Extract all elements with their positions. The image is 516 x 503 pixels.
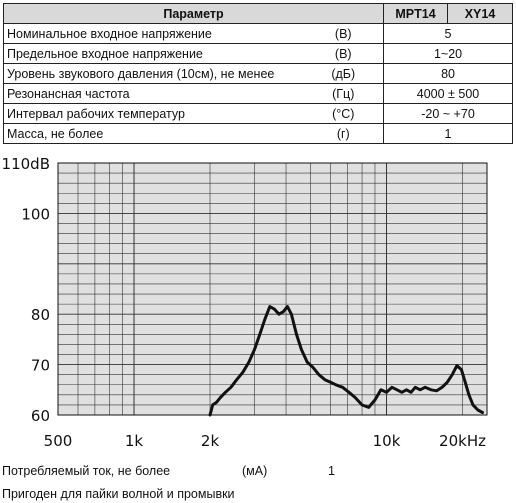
spec-row: Предельное входное напряжение (В) 1~20: [3, 43, 514, 64]
header-mpt14: MPT14: [383, 3, 449, 24]
row-value: -20 ~ +70: [383, 103, 514, 124]
grid-lines: [57, 162, 487, 416]
header-param: Параметр: [2, 3, 385, 24]
current-label: Потребляемый ток, не более: [2, 464, 171, 478]
row-unit: (Гц): [303, 83, 385, 104]
x-tick-label: 20kHz: [439, 432, 486, 450]
y-tick-label: 110dB: [2, 155, 50, 173]
x-tick-label: 10k: [373, 432, 401, 450]
row-value: 1: [383, 123, 514, 144]
plot-frame: [57, 162, 488, 416]
row-param: Интервал рабочих температур: [3, 103, 304, 124]
spec-row: Масса, не более (г) 1: [3, 123, 514, 144]
spec-row: Номинальное входное напряжение (В) 5: [3, 23, 514, 44]
x-tick-label: 1k: [125, 432, 144, 450]
y-tick-label: 60: [31, 407, 50, 425]
row-param: Предельное входное напряжение: [3, 43, 304, 64]
row-value: 4000 ± 500: [383, 83, 514, 104]
spec-header-row: Параметр MPT14 XY14: [2, 3, 514, 24]
current-unit: (мА): [242, 464, 268, 478]
x-tick-label: 2k: [201, 432, 220, 450]
row-param: Масса, не более: [3, 123, 304, 144]
y-tick-label: 70: [31, 357, 50, 375]
row-param: Уровень звукового давления (10см), не ме…: [3, 63, 304, 84]
solder-note: Пригоден для пайки волной и промывки: [2, 487, 235, 501]
x-tick-label: 500: [44, 432, 73, 450]
y-tick-label: 100: [21, 205, 50, 223]
response-curve: [208, 305, 484, 417]
frequency-response-chart: 110dB 100 80 70 60 500 1k 2k 10k 20kHz: [2, 155, 488, 450]
y-tick-labels: 110dB 100 80 70 60: [2, 155, 50, 425]
spec-table: Параметр MPT14 XY14 Номинальное входное …: [2, 3, 514, 144]
row-unit: (В): [303, 23, 385, 44]
header-xy14: XY14: [447, 3, 514, 24]
row-param: Номинальное входное напряжение: [3, 23, 304, 44]
row-value: 1~20: [383, 43, 514, 64]
row-param: Резонансная частота: [3, 83, 304, 104]
x-tick-labels: 500 1k 2k 10k 20kHz: [44, 432, 486, 450]
row-unit: (дБ): [303, 63, 385, 84]
spec-row: Интервал рабочих температур (°C) -20 ~ +…: [3, 103, 514, 124]
row-value: 80: [383, 63, 514, 84]
plot-area: [58, 163, 487, 415]
spec-row: Резонансная частота (Гц) 4000 ± 500: [3, 83, 514, 104]
row-value: 5: [383, 23, 514, 44]
row-unit: (°C): [303, 103, 385, 124]
row-unit: (В): [303, 43, 385, 64]
spec-row: Уровень звукового давления (10см), не ме…: [3, 63, 514, 84]
row-unit: (г): [303, 123, 385, 144]
current-value: 1: [328, 464, 335, 478]
y-tick-label: 80: [31, 306, 50, 324]
